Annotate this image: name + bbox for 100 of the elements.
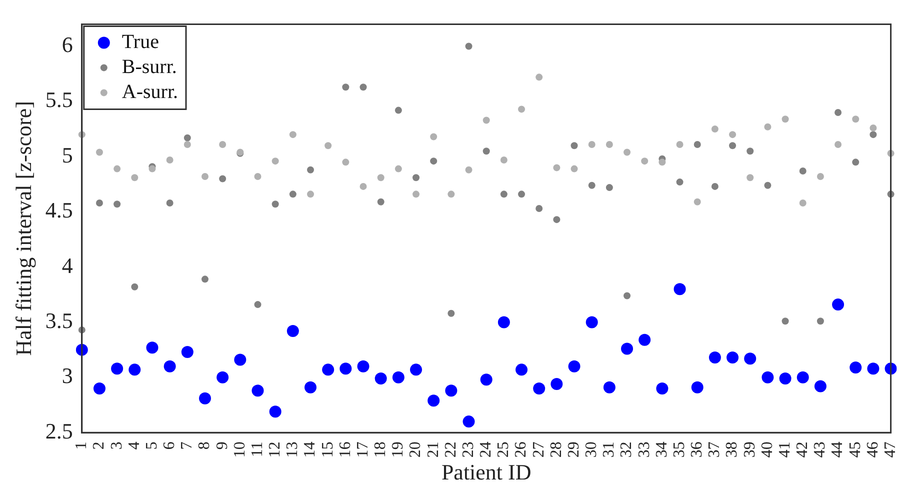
point <box>428 394 440 407</box>
point <box>342 84 350 91</box>
point <box>500 156 508 164</box>
y-tick-label: 6 <box>62 32 73 58</box>
point <box>834 109 842 116</box>
point <box>782 116 789 123</box>
x-tick-label: 7 <box>178 442 196 450</box>
point <box>307 190 314 198</box>
point <box>480 374 492 386</box>
point <box>674 283 686 296</box>
point <box>114 165 121 172</box>
point <box>570 165 578 172</box>
point <box>181 346 194 358</box>
point <box>603 381 616 394</box>
y-tick-label: 5.5 <box>45 87 73 112</box>
point <box>588 141 596 148</box>
x-tick-label: 47 <box>882 442 900 458</box>
point <box>711 182 718 190</box>
point <box>656 382 668 394</box>
point <box>286 325 299 338</box>
point <box>394 106 402 114</box>
point <box>816 318 824 325</box>
x-tick-label: 25 <box>495 442 512 458</box>
x-tick-label: 33 <box>636 442 653 458</box>
point <box>676 141 684 148</box>
x-tick-label: 34 <box>653 442 670 458</box>
legend-label: B-surr. <box>122 56 177 78</box>
point <box>377 174 384 182</box>
x-tick-label: 6 <box>161 442 178 450</box>
point <box>852 116 860 123</box>
point <box>377 198 384 206</box>
x-tick-label: 20 <box>407 442 424 458</box>
x-tick-label: 4 <box>126 442 143 450</box>
y-tick-label: 3.5 <box>45 308 73 334</box>
point <box>516 364 528 376</box>
x-tick-label: 1 <box>73 442 90 450</box>
point <box>360 182 367 190</box>
point <box>166 200 174 207</box>
point <box>307 166 314 174</box>
point <box>816 173 824 180</box>
point <box>711 126 718 133</box>
x-tick-label: 41 <box>776 442 794 458</box>
point <box>536 205 543 212</box>
x-tick-label: 8 <box>196 442 214 450</box>
point <box>764 182 772 189</box>
x-tick-label: 46 <box>864 442 882 458</box>
point <box>500 190 508 198</box>
point <box>392 371 404 384</box>
point <box>201 173 208 180</box>
point <box>412 174 420 182</box>
point <box>465 166 472 174</box>
x-tick-label: 35 <box>670 442 688 458</box>
x-tick-label: 40 <box>758 442 776 458</box>
point <box>518 106 526 113</box>
y-axis-title: Half fitting interval [z-score] <box>10 101 36 356</box>
x-tick-label: 9 <box>214 442 231 450</box>
point <box>272 158 279 165</box>
point <box>324 142 332 150</box>
point <box>799 200 806 207</box>
x-tick-label: 17 <box>354 442 372 458</box>
x-tick-label: 43 <box>812 442 829 458</box>
x-tick-label: 39 <box>741 442 758 458</box>
point <box>254 301 262 308</box>
x-tick-label: 22 <box>442 442 460 458</box>
point <box>586 316 598 328</box>
point <box>254 173 262 180</box>
point <box>482 148 490 155</box>
point <box>93 382 106 394</box>
point <box>448 310 455 317</box>
x-tick-label: 24 <box>478 442 495 458</box>
y-tick-label: 4 <box>62 252 73 278</box>
point <box>374 372 387 385</box>
x-tick-label: 36 <box>688 442 706 458</box>
x-tick-label: 21 <box>424 442 442 458</box>
x-tick-label: 11 <box>248 442 266 458</box>
point <box>96 200 103 207</box>
x-tick-label: 37 <box>706 442 724 458</box>
point <box>184 141 191 148</box>
point <box>394 165 402 172</box>
point <box>852 158 860 166</box>
x-tick-label: 44 <box>829 442 846 458</box>
x-tick-label: 18 <box>372 442 390 458</box>
point <box>131 174 138 182</box>
point <box>621 342 634 355</box>
point <box>96 148 103 156</box>
point <box>410 364 422 376</box>
x-tick-label: 32 <box>618 442 636 458</box>
point <box>570 142 578 150</box>
point <box>624 148 631 156</box>
x-tick-label: 15 <box>319 442 336 458</box>
point <box>658 158 666 166</box>
point <box>462 416 475 428</box>
point <box>729 131 736 138</box>
x-tick-label: 16 <box>336 442 354 458</box>
point <box>726 352 739 364</box>
point <box>764 123 772 130</box>
point <box>518 190 526 198</box>
point <box>606 141 613 148</box>
x-tick-label: 28 <box>548 442 565 458</box>
y-tick-label: 4.5 <box>45 198 73 223</box>
